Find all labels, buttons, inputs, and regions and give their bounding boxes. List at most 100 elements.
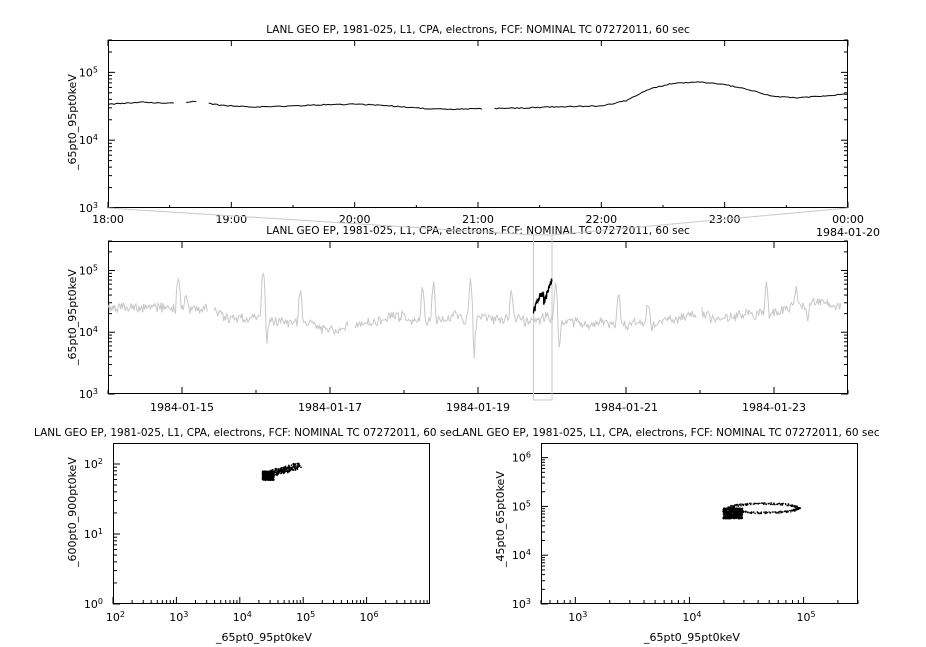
scatter-right-point <box>750 503 752 506</box>
scatter-right-point <box>794 508 796 511</box>
scatter-right-point <box>747 503 749 506</box>
scatter-right-point <box>735 516 738 519</box>
scatter-right-point <box>795 507 797 510</box>
scatter-right-point <box>798 506 800 509</box>
scatter-left-x-axis-label: _65pt0_95pt0keV <box>216 631 312 644</box>
scatter-left-point <box>284 470 286 473</box>
scatter-right-point <box>742 504 744 507</box>
scatter-right-point <box>724 513 727 515</box>
scatter-left-point <box>264 477 267 480</box>
scatter-right-point <box>780 510 782 513</box>
scatter-left-point <box>274 471 277 474</box>
scatter-left-point <box>278 471 280 474</box>
scatter-left-point <box>284 465 287 468</box>
scatter-right-title: LANL GEO EP, 1981-025, L1, CPA, electron… <box>456 427 880 439</box>
zoom-connector-left <box>107 207 534 236</box>
scatter-right-point <box>745 504 748 507</box>
scatter-right-point <box>740 504 742 507</box>
scatter-right-point <box>732 513 735 516</box>
scatter-right-point <box>732 505 735 508</box>
detail-trace-line <box>107 101 174 106</box>
scatter-left-point <box>268 478 271 481</box>
scatter-left-point <box>279 468 281 470</box>
scatter-right-point <box>794 505 797 507</box>
scatter-left-point <box>294 466 296 468</box>
detail-date-label: 1984-01-20 <box>816 226 880 239</box>
scatter-right-point <box>730 514 732 517</box>
scatter-right-point <box>729 509 731 511</box>
scatter-left-point <box>286 470 289 473</box>
scatter-right-point <box>750 502 752 505</box>
scatter-left-point <box>288 466 291 469</box>
scatter-right-point <box>737 508 740 510</box>
scatter-left-y-tick-label: 101 <box>84 527 103 541</box>
scatter-left-point <box>291 466 294 469</box>
scatter-left-point <box>272 476 274 479</box>
scatter-right-point <box>741 507 744 510</box>
scatter-right-point <box>725 509 728 512</box>
context-trace-line <box>107 277 208 315</box>
scatter-left-point <box>283 467 286 470</box>
scatter-right-point <box>733 509 735 511</box>
scatter-right-point <box>769 511 772 514</box>
context-selection-box[interactable] <box>533 234 553 401</box>
scatter-left-point <box>262 470 265 473</box>
scatter-right-point <box>733 504 736 506</box>
scatter-left-x-tick-label: 103 <box>169 610 188 624</box>
scatter-right-point <box>731 510 733 512</box>
scatter-right-point <box>753 503 755 505</box>
scatter-right-point <box>738 504 741 506</box>
scatter-right-point <box>766 511 768 514</box>
detail-plot-frame[interactable] <box>108 40 848 208</box>
scatter-right-point <box>736 503 739 506</box>
context-selected-trace <box>532 278 553 314</box>
scatter-left-point <box>288 464 290 467</box>
scatter-left-point <box>273 474 276 476</box>
scatter-right-point <box>786 504 789 507</box>
scatter-right-point <box>724 515 726 518</box>
scatter-left-title: LANL GEO EP, 1981-025, L1, CPA, electron… <box>34 427 458 439</box>
scatter-right-point <box>788 504 790 507</box>
scatter-right-point <box>765 503 767 506</box>
scatter-right-point <box>797 508 799 511</box>
scatter-right-point <box>722 508 725 511</box>
scatter-left-point <box>271 473 273 476</box>
scatter-right-point <box>736 509 739 512</box>
scatter-right-point <box>771 511 774 513</box>
scatter-left-point <box>292 462 295 465</box>
scatter-left-point <box>280 469 283 471</box>
zoom-connector-right <box>551 207 849 236</box>
scatter-right-point <box>777 503 779 505</box>
scatter-right-point <box>791 510 794 512</box>
scatter-right-point <box>737 513 740 516</box>
detail-x-tick-label: 18:00 <box>92 213 124 226</box>
context-x-tick-label: 1984-01-23 <box>742 401 806 414</box>
scatter-left-point <box>270 472 273 474</box>
scatter-left-point <box>295 467 297 470</box>
scatter-right-point <box>739 507 742 510</box>
scatter-right-point <box>740 515 743 518</box>
scatter-right-point <box>745 510 747 513</box>
scatter-right-frame[interactable] <box>541 443 858 604</box>
detail-trace-line <box>208 102 483 111</box>
detail-x-tick-label: 00:00 <box>832 213 864 226</box>
scatter-right-point <box>735 504 737 507</box>
scatter-right-point <box>773 511 775 513</box>
scatter-right-point <box>737 512 740 514</box>
scatter-left-point <box>262 474 265 477</box>
scatter-right-point <box>792 508 795 511</box>
scatter-right-point <box>763 511 765 513</box>
scatter-right-point <box>728 511 730 514</box>
scatter-right-point <box>778 510 780 513</box>
scatter-right-point <box>789 509 791 512</box>
scatter-right-point <box>779 504 782 506</box>
scatter-left-point <box>267 473 270 476</box>
scatter-right-point <box>750 512 753 515</box>
scatter-left-point <box>271 468 274 471</box>
scatter-left-point <box>282 471 284 474</box>
scatter-left-point <box>296 466 299 469</box>
scatter-left-x-tick-label: 105 <box>296 610 315 624</box>
scatter-right-point <box>729 517 732 520</box>
scatter-left-point <box>280 470 283 473</box>
scatter-right-y-tick-label: 104 <box>512 548 531 562</box>
